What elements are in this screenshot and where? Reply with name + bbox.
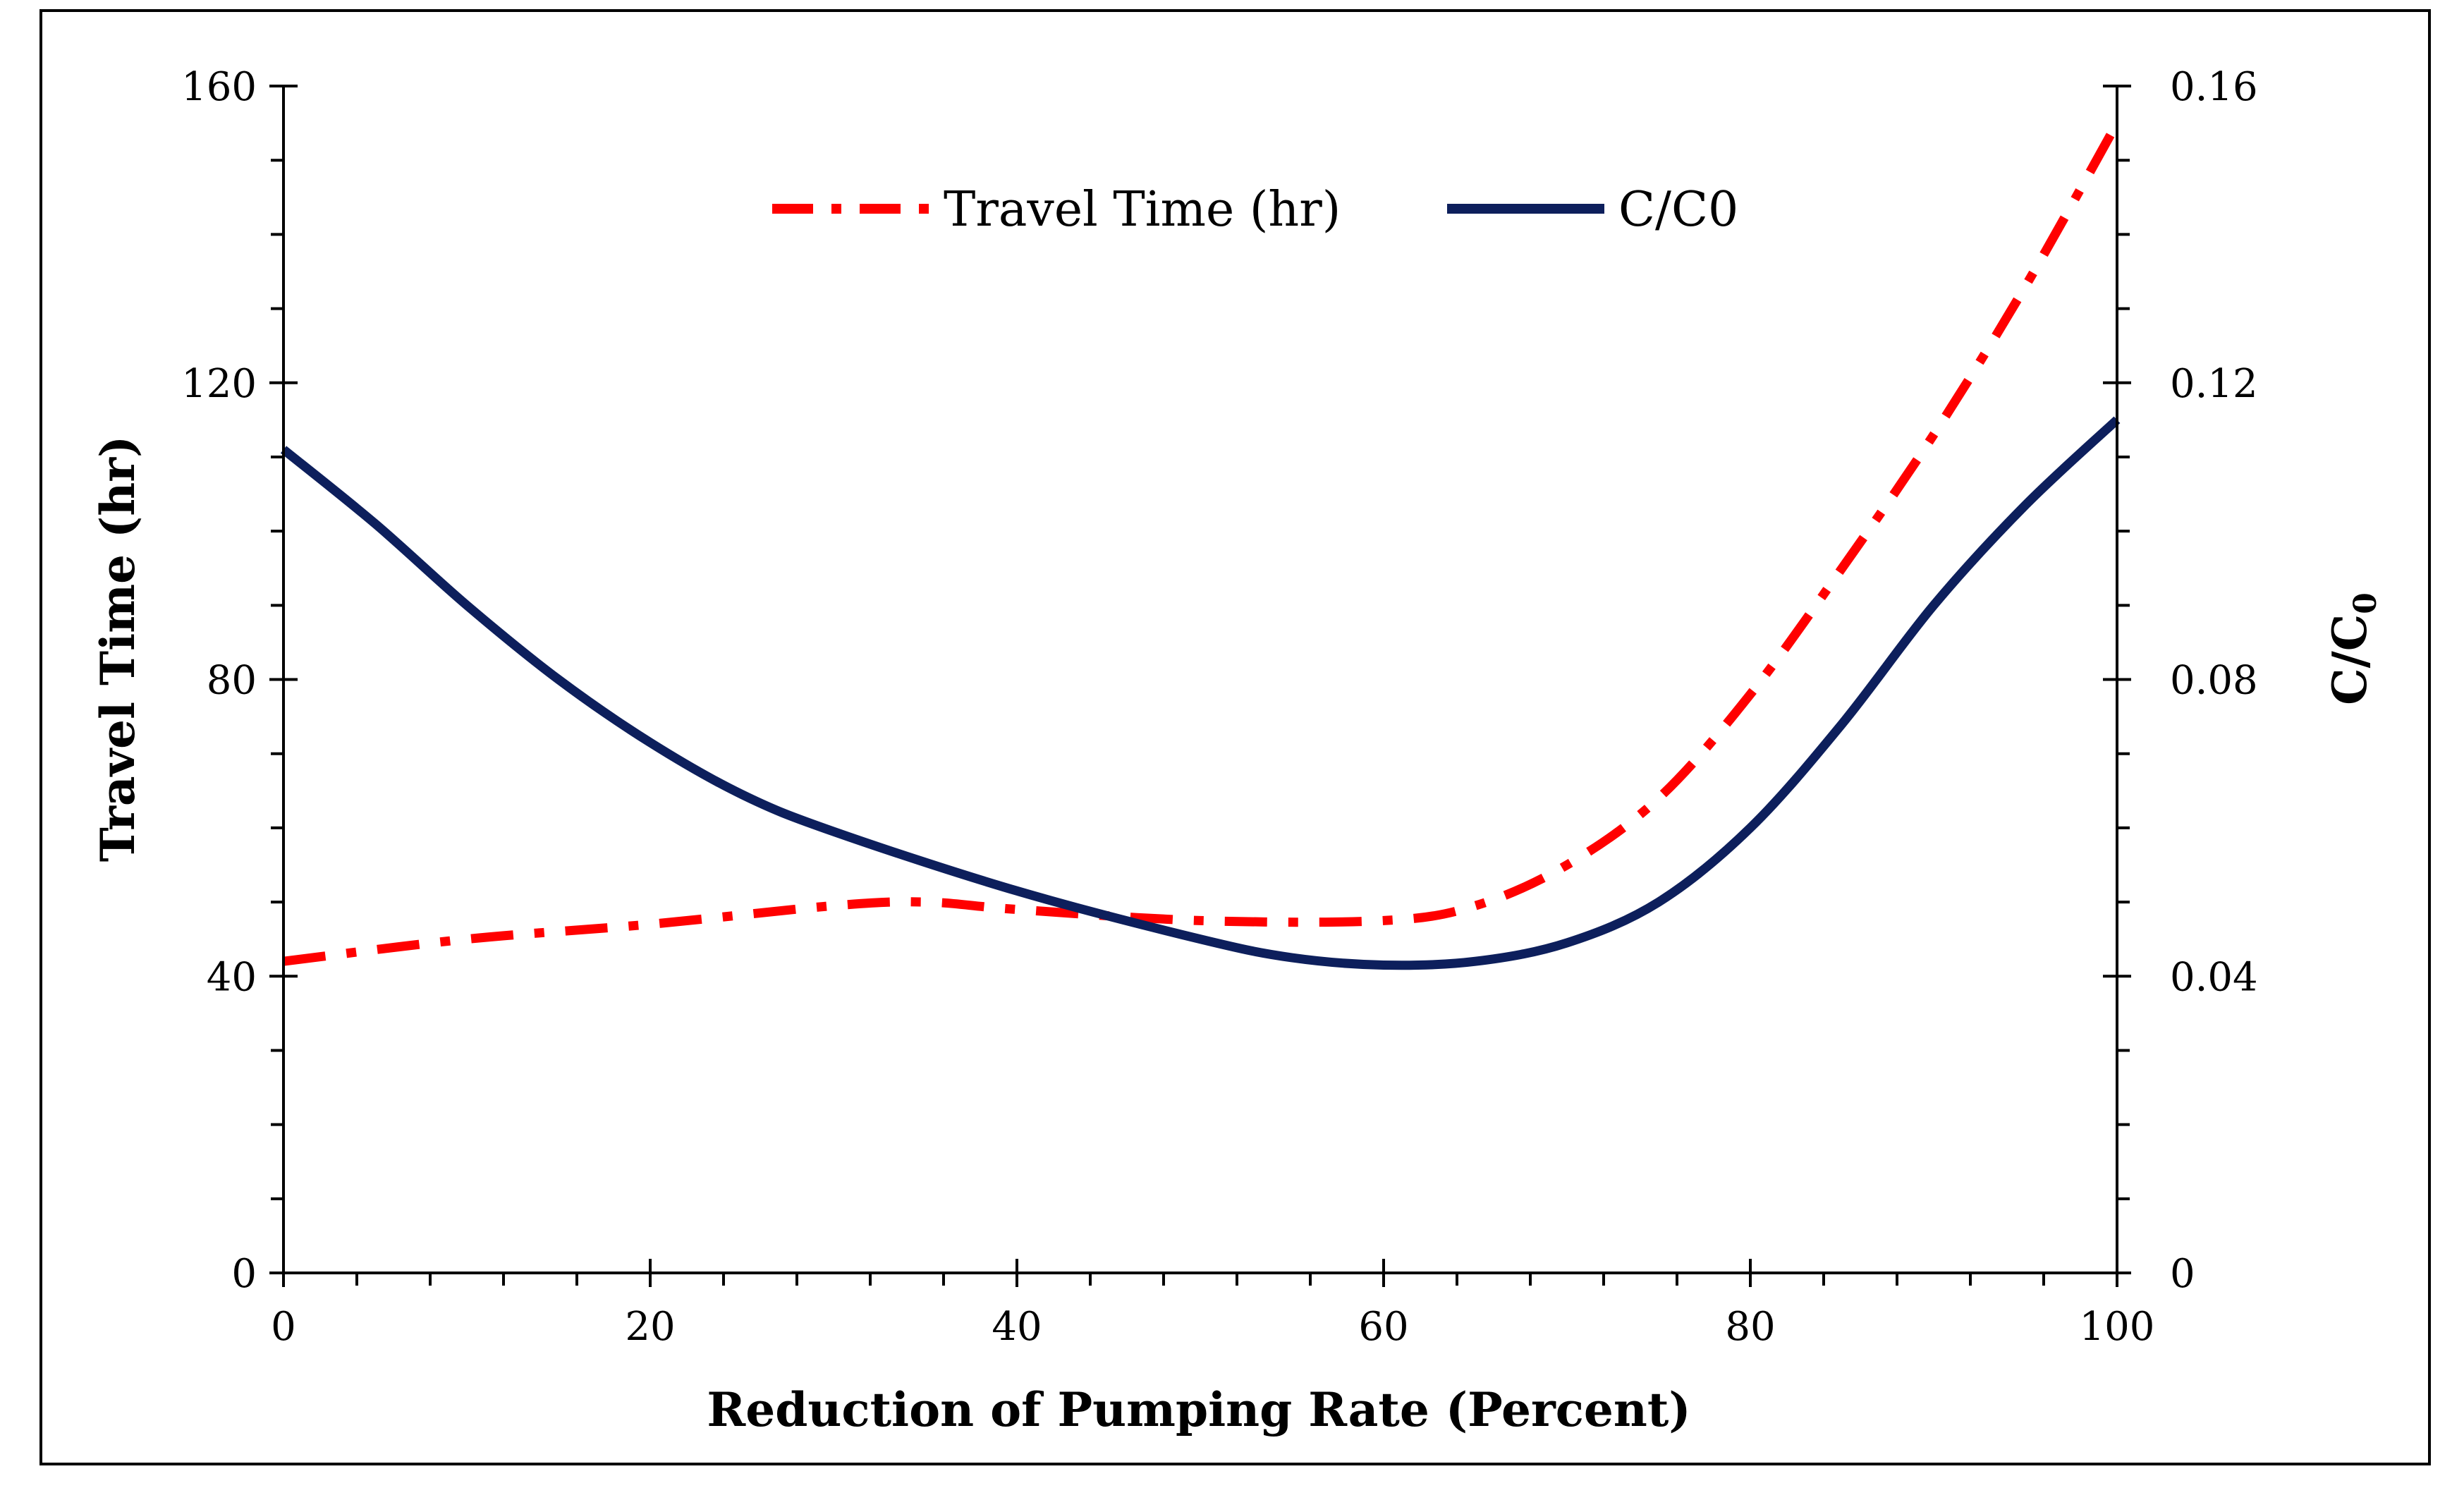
y-axis-right-title-base: C/C (2322, 614, 2377, 705)
axes (269, 85, 2131, 1287)
y-right-tick-label: 0.04 (2170, 954, 2258, 1000)
y-axis-left-title: Travel Time (hr) (90, 436, 145, 862)
plot-area (280, 121, 2121, 970)
x-tick-label: 0 (271, 1304, 296, 1350)
y-left-tick-label: 80 (207, 658, 257, 704)
axis-labels: 0 20 40 60 80 100 0 40 80 120 160 0 0.04 0.08 0.12 0.16 (181, 64, 2258, 1350)
y-right-tick-label: 0.08 (2170, 658, 2258, 704)
legend: Travel Time (hr) C/C0 (772, 182, 1738, 238)
y-right-tick-label: 0 (2170, 1251, 2195, 1297)
series-line-c-c0 (280, 416, 2121, 970)
y-left-tick-label: 160 (181, 64, 257, 110)
x-tick-label: 80 (1725, 1304, 1775, 1350)
x-tick-label: 40 (992, 1304, 1042, 1350)
chart-frame (39, 9, 2431, 1465)
y-left-tick-label: 0 (231, 1251, 257, 1297)
x-tick-label: 20 (625, 1304, 675, 1350)
legend-label-c-c0: C/C0 (1618, 182, 1738, 238)
x-axis-title: Reduction of Pumping Rate (Percent) (707, 1382, 1690, 1437)
legend-label-travel-time: Travel Time (hr) (944, 182, 1341, 238)
y-axis-right-title-subscript: 0 (2348, 592, 2384, 614)
y-left-tick-label: 120 (181, 361, 257, 407)
y-axis-right-title: C/C0 (2322, 592, 2384, 705)
x-tick-label: 60 (1358, 1304, 1408, 1350)
y-left-tick-label: 40 (207, 954, 257, 1000)
y-right-tick-label: 0.12 (2170, 361, 2258, 407)
x-tick-label: 100 (2080, 1304, 2155, 1350)
series-line-travel-time (283, 121, 2121, 966)
y-right-tick-label: 0.16 (2170, 64, 2258, 110)
